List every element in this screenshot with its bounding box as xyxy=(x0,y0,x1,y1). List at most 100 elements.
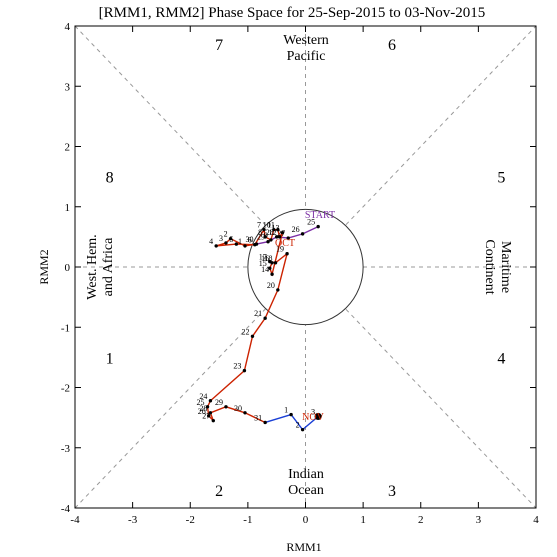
day-label: 13 xyxy=(271,224,279,233)
day-label: 24 xyxy=(199,392,207,401)
trajectory-point xyxy=(263,316,267,320)
y-tick-label: -3 xyxy=(61,443,71,455)
day-label: 25 xyxy=(307,218,315,227)
trajectory-point xyxy=(268,266,272,270)
trajectory-point xyxy=(300,232,305,236)
guide-diagonal-1 xyxy=(74,25,537,509)
x-tick-label: 4 xyxy=(533,514,539,526)
day-label: 18 xyxy=(265,254,273,263)
trajectory-point xyxy=(208,411,213,415)
x-axis-ticks: -4 -3 -2 -1 0 1 2 3 4 xyxy=(70,26,539,526)
y-tick-label: 4 xyxy=(65,21,71,33)
y-tick-label: 1 xyxy=(65,202,71,214)
phase-number-6: 6 xyxy=(388,37,396,54)
trajectory-point xyxy=(274,235,279,239)
phase-number-5: 5 xyxy=(497,170,505,187)
trajectory-point xyxy=(276,288,280,292)
trajectory-point xyxy=(289,412,293,417)
start-label: START xyxy=(305,210,335,221)
day-label: 30 xyxy=(234,404,242,413)
day-label: 4 xyxy=(209,237,213,246)
y-tick-label: -1 xyxy=(61,322,70,334)
trajectory-point xyxy=(228,236,233,241)
phase-number-7: 7 xyxy=(215,37,223,54)
trajectory-point xyxy=(262,227,266,232)
x-tick-label: 1 xyxy=(360,514,366,526)
region-label-top-line2: Pacific xyxy=(287,49,326,64)
y-tick-label: -2 xyxy=(61,383,70,395)
trajectory-point xyxy=(206,414,211,418)
day-label: 29 xyxy=(257,233,265,242)
day-label: 16 xyxy=(261,254,269,263)
trajectory-point xyxy=(266,239,270,244)
day-label: 27 xyxy=(277,229,285,238)
trajectory-point xyxy=(250,334,255,338)
day-label: 2 xyxy=(224,230,228,239)
trajectory-point xyxy=(270,272,274,276)
trajectory-point xyxy=(276,227,280,232)
y-tick-label: 0 xyxy=(65,262,71,274)
phase-number-8: 8 xyxy=(106,170,114,187)
day-label: 7 xyxy=(257,221,261,230)
region-label-top-line1: Western xyxy=(283,33,329,48)
trajectory-point xyxy=(243,411,247,415)
day-label: 26 xyxy=(292,225,300,234)
trajectory-point xyxy=(286,236,290,240)
day-label: 27 xyxy=(202,412,210,421)
day-label: 21 xyxy=(254,309,262,318)
day-label: 30 xyxy=(246,235,254,244)
trajectory-point xyxy=(263,420,267,425)
region-label-bottom-line1: Indian xyxy=(288,467,324,482)
region-label-left-line1: West. Hem. xyxy=(85,234,100,299)
day-label: 29 xyxy=(215,398,223,407)
trajectory-point xyxy=(243,244,247,248)
y-tick-label: 3 xyxy=(65,81,71,93)
trajectory-point xyxy=(208,399,213,403)
x-tick-label: -4 xyxy=(70,514,80,526)
day-label: 15 xyxy=(259,259,267,268)
trajectory-point xyxy=(234,242,239,246)
trajectory-point xyxy=(300,427,305,432)
trajectory-point xyxy=(273,261,278,265)
region-labels: Western Pacific Indian Ocean West. Hem. … xyxy=(85,33,513,498)
trajectory-point xyxy=(263,235,267,239)
region-label-left-line2: and Africa xyxy=(101,237,116,296)
day-label: 25 xyxy=(197,398,205,407)
trajectory-point xyxy=(224,241,228,245)
trajectory-point xyxy=(253,243,257,247)
x-tick-label: -2 xyxy=(186,514,195,526)
region-label-right-line1: Maritime xyxy=(498,241,513,293)
x-tick-label: 2 xyxy=(418,514,424,526)
day-label: 28 xyxy=(266,228,274,237)
day-label: 22 xyxy=(241,327,249,336)
y-axis-label: RMM2 xyxy=(37,249,51,284)
trajectory-point xyxy=(224,405,228,409)
x-axis-label: RMM1 xyxy=(286,540,321,554)
day-label: 14 xyxy=(261,265,269,274)
trajectory xyxy=(205,224,322,432)
x-tick-label: -3 xyxy=(128,514,138,526)
trajectory-point xyxy=(277,235,282,239)
month-label-nov: NOV xyxy=(302,412,324,423)
y-tick-label: 2 xyxy=(65,142,71,154)
guide-diagonal-2 xyxy=(74,25,537,509)
x-tick-label: 3 xyxy=(476,514,482,526)
phase-number-1: 1 xyxy=(106,350,114,367)
day-label: 1 xyxy=(238,237,242,246)
day-label: 8 xyxy=(258,228,262,237)
phase-number-2: 2 xyxy=(215,483,223,500)
trajectory-point xyxy=(269,238,273,242)
chart-title: [RMM1, RMM2] Phase Space for 25-Sep-2015… xyxy=(99,5,486,21)
day-label: 31 xyxy=(254,413,262,422)
day-label: 5 xyxy=(229,235,233,244)
day-label: 9 xyxy=(264,231,268,240)
trajectory-point xyxy=(316,224,320,229)
trajectory-segment-nov xyxy=(264,413,319,431)
trajectory-segment-sep xyxy=(256,225,319,245)
day-label: 20 xyxy=(267,281,275,290)
trajectory-point xyxy=(214,244,218,248)
